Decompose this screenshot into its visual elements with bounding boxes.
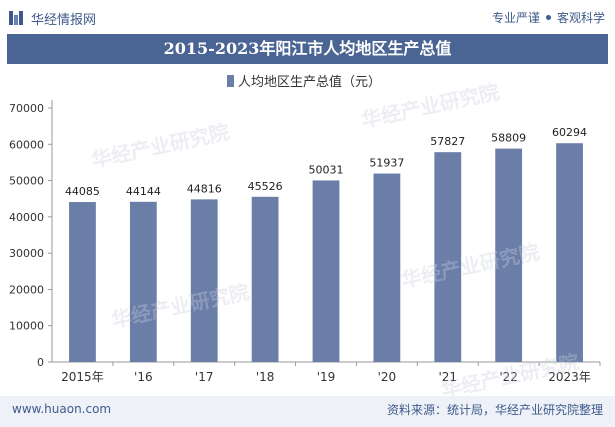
title-bar: 2015-2023年阳江市人均地区生产总值	[7, 34, 608, 64]
legend-swatch	[227, 75, 234, 87]
bar-8	[556, 143, 583, 362]
tag-left: 专业严谨	[491, 11, 540, 25]
y-tick-label: 0	[37, 356, 44, 369]
bar-2	[190, 199, 218, 362]
data-label-4: 50031	[309, 163, 344, 176]
top-bar: 华经情报网 专业严谨 客观科学	[0, 0, 615, 34]
y-tick-label: 30000	[9, 247, 44, 260]
y-tick-label: 50000	[9, 175, 44, 188]
y-tick-label: 40000	[9, 211, 44, 224]
bar-4	[312, 180, 340, 362]
x-tick-label-8: 2023年	[548, 370, 591, 384]
x-tick-label-7: '22	[499, 370, 518, 384]
site-link[interactable]: www.huaon.com	[12, 402, 112, 416]
bar-6	[434, 152, 462, 362]
legend: 人均地区生产总值（元）	[227, 74, 381, 90]
chart-area: 人均地区生产总值（元） 0 10000 20000 30000 40000 50000 600…	[0, 64, 615, 394]
chart-title: 2015-2023年阳江市人均地区生产总值	[163, 39, 452, 58]
brand-name: 华经情报网	[31, 12, 97, 28]
bar-1	[129, 201, 157, 362]
bar-7	[495, 148, 523, 362]
data-label-6: 57827	[430, 135, 465, 148]
data-label-2: 44816	[187, 182, 222, 195]
x-tick-label-2: '17	[195, 370, 214, 384]
separator-dot-icon	[545, 15, 551, 20]
x-tick-label-3: '18	[256, 370, 275, 384]
x-tick-label-4: '19	[317, 370, 336, 384]
y-tick-label: 10000	[9, 320, 44, 333]
data-label-0: 44085	[65, 185, 100, 198]
x-tick-label-5: '20	[378, 370, 397, 384]
y-tick-label: 70000	[9, 102, 44, 115]
legend-label: 人均地区生产总值（元）	[238, 74, 381, 90]
data-label-8: 60294	[552, 126, 587, 139]
bar-0	[69, 202, 96, 362]
tagline: 专业严谨 客观科学	[492, 9, 605, 26]
data-label-5: 51937	[369, 157, 404, 170]
source-note: 资料来源：统计局，华经产业研究院整理	[386, 403, 603, 417]
y-tick-label: 20000	[9, 283, 44, 296]
footer: www.huaon.com 资料来源：统计局，华经产业研究院整理	[0, 396, 615, 427]
brand[interactable]: 华经情报网	[8, 8, 96, 28]
bar-5	[373, 173, 401, 362]
tag-right: 客观科学	[556, 11, 605, 25]
x-tick-label-1: '16	[134, 370, 153, 384]
x-tick-label-0: 2015年	[61, 370, 104, 384]
y-tick-label: 60000	[9, 138, 44, 151]
x-tick-label-6: '21	[438, 370, 457, 384]
brand-logo-icon	[9, 11, 23, 25]
bar-3	[251, 196, 279, 362]
data-label-7: 58809	[491, 132, 526, 145]
bar-chart: 人均地区生产总值（元） 0 10000 20000 30000 40000 50000 600…	[9, 74, 601, 384]
data-label-1: 44144	[126, 185, 161, 198]
data-label-3: 45526	[248, 180, 283, 193]
